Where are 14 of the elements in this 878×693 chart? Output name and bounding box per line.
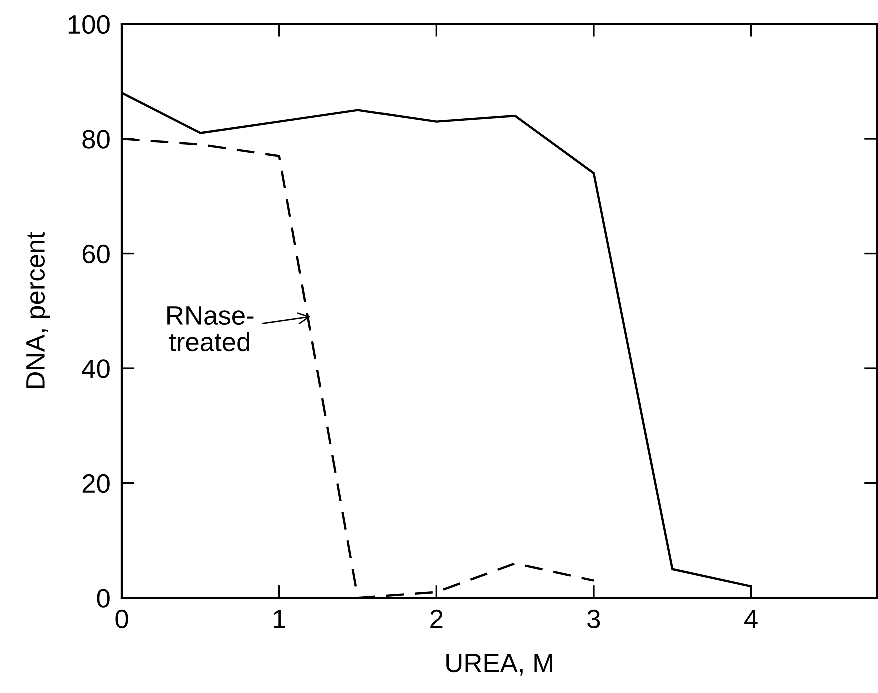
y-tick-label: 0 [97, 589, 110, 608]
x-tick-label: 2 [430, 610, 443, 628]
y-tick-label: 20 [82, 474, 110, 494]
annotation: RNase- treated [168, 306, 254, 352]
y-tick-label: 100 [68, 15, 110, 34]
y-tick-label: 60 [82, 244, 110, 264]
x-tick-label: 3 [588, 610, 600, 629]
x-tick-label: 1 [274, 610, 286, 628]
x-tick-label: 0 [116, 610, 128, 629]
x-tick-label: 4 [744, 610, 758, 628]
y-tick-label: 40 [82, 360, 110, 378]
y-axis-title: DNA, percent [26, 232, 50, 388]
x-axis-title: UREA, M [446, 654, 552, 676]
y-tick-label: 80 [82, 130, 110, 149]
